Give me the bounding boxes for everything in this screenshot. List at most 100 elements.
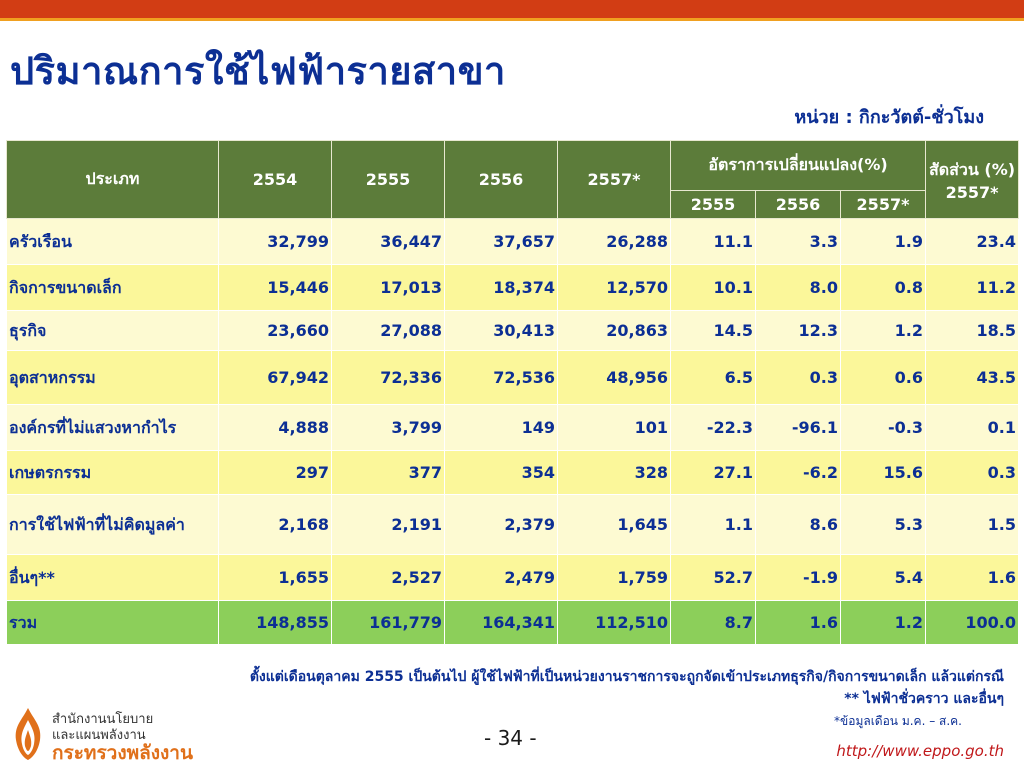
- top-banner-accent: [0, 18, 1024, 21]
- cell-share: 23.4: [925, 218, 1020, 265]
- table-row: ธุรกิจ 23,660 27,088 30,413 20,863 14.5 12.3 1.…: [6, 310, 1020, 351]
- header-change-2555: 2555: [670, 190, 756, 219]
- flame-logo-icon: [15, 708, 41, 760]
- website-link[interactable]: http://www.eppo.go.th: [836, 742, 1004, 760]
- cell-share: 1.5: [925, 494, 1020, 555]
- footnote-others-note: ** ไฟฟ้าชั่วคราว และอื่นๆ: [844, 691, 1004, 707]
- cell-c2557: 1.9: [839, 218, 927, 265]
- row-category: อื่นๆ**: [6, 554, 219, 601]
- cell-v2555: 72,336: [331, 350, 445, 405]
- cell-c2557: 5.3: [839, 494, 927, 555]
- cell-c2557: 0.8: [839, 264, 927, 311]
- cell-v2557: 1,759: [557, 554, 671, 601]
- cell-v2555: 377: [331, 450, 445, 495]
- cell-c2556: 12.3: [755, 310, 841, 351]
- row-category: การใช้ไฟฟ้าที่ไม่คิดมูลค่า: [6, 494, 219, 555]
- table-row: การใช้ไฟฟ้าที่ไม่คิดมูลค่า 2,168 2,191 2,37…: [6, 494, 1020, 555]
- org-name-line2: และแผนพลังงาน: [52, 728, 146, 743]
- header-2555: 2555: [331, 140, 445, 219]
- ministry-name: กระทรวงพลังงาน: [52, 742, 193, 764]
- org-name-line1: สำนักงานนโยบาย: [52, 712, 154, 727]
- cell-c2555: 14.5: [670, 310, 756, 351]
- cell-v2557: 48,956: [557, 350, 671, 405]
- cell-v2554: 297: [218, 450, 332, 495]
- row-category: เกษตรกรรม: [6, 450, 219, 495]
- cell-share: 0.1: [925, 404, 1020, 451]
- total-cell-v2556: 164,341: [444, 600, 558, 645]
- cell-v2556: 2,379: [444, 494, 558, 555]
- row-category: อุตสาหกรรม: [6, 350, 219, 405]
- cell-v2554: 1,655: [218, 554, 332, 601]
- total-cell-share: 100.0: [925, 600, 1020, 645]
- cell-v2555: 17,013: [331, 264, 445, 311]
- header-share: สัดส่วน (%) 2557*: [925, 140, 1020, 219]
- cell-v2556: 18,374: [444, 264, 558, 311]
- header-type: ประเภท: [6, 140, 219, 219]
- total-row: รวม 148,855 161,779 164,341 112,510 8.7 1.6 1.2…: [6, 600, 1020, 645]
- cell-share: 43.5: [925, 350, 1020, 405]
- cell-share: 18.5: [925, 310, 1020, 351]
- header-change-2557: 2557*: [839, 190, 927, 219]
- total-label: รวม: [6, 600, 219, 645]
- cell-v2556: 2,479: [444, 554, 558, 601]
- cell-v2554: 2,168: [218, 494, 332, 555]
- cell-v2556: 149: [444, 404, 558, 451]
- footnote-data-period: *ข้อมูลเดือน ม.ค. – ส.ค.: [834, 714, 962, 728]
- table-row: องค์กรที่ไม่แสวงหากำไร 4,888 3,799 149 101 -2…: [6, 404, 1020, 451]
- page-title: ปริมาณการใช้ไฟฟ้ารายสาขา: [10, 49, 506, 93]
- header-2556: 2556: [444, 140, 558, 219]
- cell-c2556: 3.3: [755, 218, 841, 265]
- cell-v2556: 30,413: [444, 310, 558, 351]
- cell-c2556: 8.0: [755, 264, 841, 311]
- total-cell-v2555: 161,779: [331, 600, 445, 645]
- header-2554: 2554: [218, 140, 332, 219]
- table-row: เกษตรกรรม 297 377 354 328 27.1 -6.2 15.6 0.3: [6, 450, 1020, 495]
- cell-v2555: 36,447: [331, 218, 445, 265]
- cell-v2557: 20,863: [557, 310, 671, 351]
- cell-share: 11.2: [925, 264, 1020, 311]
- cell-v2554: 15,446: [218, 264, 332, 311]
- cell-v2557: 26,288: [557, 218, 671, 265]
- cell-c2556: -6.2: [755, 450, 841, 495]
- total-cell-v2554: 148,855: [218, 600, 332, 645]
- page-number: - 34 -: [484, 726, 537, 750]
- cell-c2557: -0.3: [839, 404, 927, 451]
- top-banner-bar: [0, 0, 1024, 18]
- cell-v2555: 27,088: [331, 310, 445, 351]
- table-row: ครัวเรือน 32,799 36,447 37,657 26,288 11.1 3.3…: [6, 218, 1020, 265]
- table-row: กิจการขนาดเล็ก 15,446 17,013 18,374 12,570 10…: [6, 264, 1020, 311]
- cell-v2557: 101: [557, 404, 671, 451]
- cell-v2554: 4,888: [218, 404, 332, 451]
- cell-c2557: 15.6: [839, 450, 927, 495]
- cell-v2556: 72,536: [444, 350, 558, 405]
- unit-label: หน่วย : กิกะวัตต์-ชั่วโมง: [794, 107, 984, 128]
- total-cell-v2557: 112,510: [557, 600, 671, 645]
- cell-c2555: 6.5: [670, 350, 756, 405]
- header-change-2556: 2556: [755, 190, 841, 219]
- cell-c2556: -1.9: [755, 554, 841, 601]
- cell-c2557: 5.4: [839, 554, 927, 601]
- cell-c2555: -22.3: [670, 404, 756, 451]
- cell-c2557: 0.6: [839, 350, 927, 405]
- cell-v2555: 3,799: [331, 404, 445, 451]
- total-cell-c2555: 8.7: [670, 600, 756, 645]
- cell-c2555: 52.7: [670, 554, 756, 601]
- table-row: อื่นๆ** 1,655 2,527 2,479 1,759 52.7 -1.9 5.4 1.…: [6, 554, 1020, 601]
- cell-v2557: 12,570: [557, 264, 671, 311]
- total-cell-c2556: 1.6: [755, 600, 841, 645]
- cell-share: 1.6: [925, 554, 1020, 601]
- table-row: อุตสาหกรรม 67,942 72,336 72,536 48,956 6.5 0.3…: [6, 350, 1020, 405]
- cell-v2554: 23,660: [218, 310, 332, 351]
- footnote-government-note: ตั้งแต่เดือนตุลาคม 2555 เป็นต้นไป ผู้ใช้…: [249, 669, 1004, 685]
- cell-v2555: 2,527: [331, 554, 445, 601]
- row-category: ครัวเรือน: [6, 218, 219, 265]
- cell-v2556: 37,657: [444, 218, 558, 265]
- row-category: กิจการขนาดเล็ก: [6, 264, 219, 311]
- cell-c2555: 27.1: [670, 450, 756, 495]
- cell-c2556: -96.1: [755, 404, 841, 451]
- header-2557: 2557*: [557, 140, 671, 219]
- cell-v2557: 1,645: [557, 494, 671, 555]
- cell-c2555: 1.1: [670, 494, 756, 555]
- cell-v2555: 2,191: [331, 494, 445, 555]
- total-cell-c2557: 1.2: [839, 600, 927, 645]
